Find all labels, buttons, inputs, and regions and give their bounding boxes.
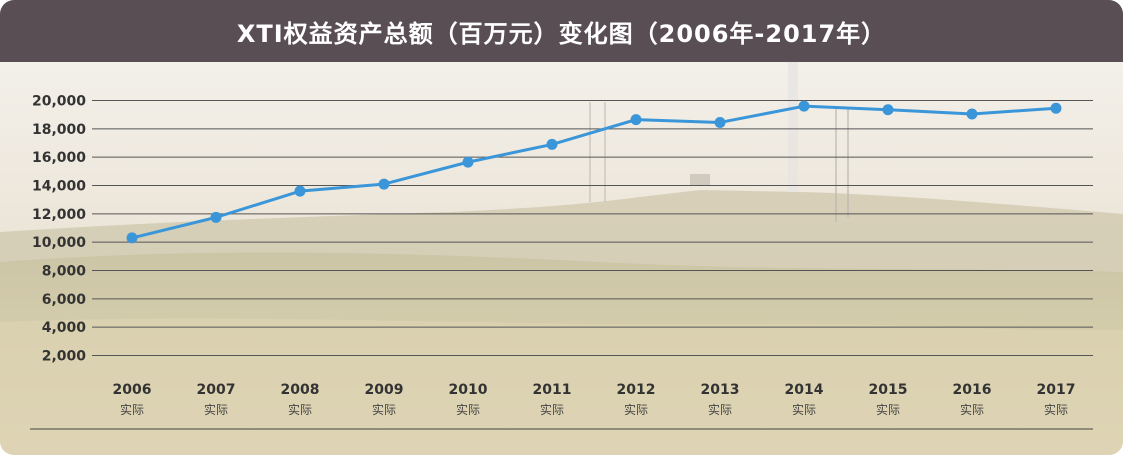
landscape-background xyxy=(0,62,1123,455)
x-sublabel: 实际 xyxy=(204,402,228,417)
y-tick-label: 6,000 xyxy=(42,292,87,308)
data-point xyxy=(210,211,222,223)
series-line xyxy=(126,100,1062,244)
x-tick-label: 2016 xyxy=(953,382,992,398)
x-axis: 2006 实际 2007 实际 2008 实际 2009 实际 2010 实际 2011 实际 2012… xyxy=(113,382,1076,417)
x-sublabel: 实际 xyxy=(540,402,564,417)
y-axis: 2,000 4,000 6,000 8,000 10,000 12,000 14,000 16… xyxy=(32,94,86,365)
x-tick-label: 2017 xyxy=(1037,382,1076,398)
data-point xyxy=(462,156,474,168)
line-chart: 2,000 4,000 6,000 8,000 10,000 12,000 14,000 16… xyxy=(0,62,1123,455)
x-sublabel: 实际 xyxy=(372,402,396,417)
data-point xyxy=(294,185,306,197)
data-point xyxy=(1050,102,1062,114)
y-tick-label: 14,000 xyxy=(32,179,86,195)
y-tick-label: 18,000 xyxy=(32,122,86,138)
x-sublabel: 实际 xyxy=(288,402,312,417)
x-sublabel: 实际 xyxy=(708,402,732,417)
y-tick-label: 8,000 xyxy=(42,264,87,280)
data-point xyxy=(546,138,558,150)
data-point xyxy=(882,104,894,116)
chart-header: XTI权益资产总额（百万元）变化图（2006年-2017年） xyxy=(0,0,1123,62)
y-tick-label: 12,000 xyxy=(32,207,86,223)
x-sublabel: 实际 xyxy=(456,402,480,417)
x-tick-label: 2015 xyxy=(869,382,908,398)
x-tick-label: 2013 xyxy=(701,382,740,398)
data-point xyxy=(630,114,642,126)
x-sublabel: 实际 xyxy=(1044,402,1068,417)
x-tick-label: 2006 xyxy=(113,382,152,398)
data-point xyxy=(714,116,726,128)
x-tick-label: 2014 xyxy=(785,382,824,398)
x-sublabel: 实际 xyxy=(624,402,648,417)
x-sublabel: 实际 xyxy=(792,402,816,417)
x-tick-label: 2008 xyxy=(281,382,320,398)
gridlines xyxy=(92,100,1093,356)
y-tick-label: 4,000 xyxy=(42,320,87,336)
x-tick-label: 2009 xyxy=(365,382,404,398)
x-sublabel: 实际 xyxy=(960,402,984,417)
x-sublabel: 实际 xyxy=(876,402,900,417)
y-tick-label: 10,000 xyxy=(32,235,86,251)
data-point xyxy=(126,232,138,244)
chart-title: XTI权益资产总额（百万元）变化图（2006年-2017年） xyxy=(236,19,887,48)
data-point xyxy=(798,100,810,112)
x-tick-label: 2011 xyxy=(533,382,572,398)
x-tick-label: 2010 xyxy=(449,382,488,398)
y-tick-label: 16,000 xyxy=(32,150,86,166)
data-point xyxy=(966,108,978,120)
y-tick-label: 2,000 xyxy=(42,349,87,365)
x-sublabel: 实际 xyxy=(120,402,144,417)
x-tick-label: 2012 xyxy=(617,382,656,398)
x-tick-label: 2007 xyxy=(197,382,236,398)
series-polyline xyxy=(131,104,1057,240)
data-point xyxy=(378,178,390,190)
y-tick-label: 20,000 xyxy=(32,94,86,110)
